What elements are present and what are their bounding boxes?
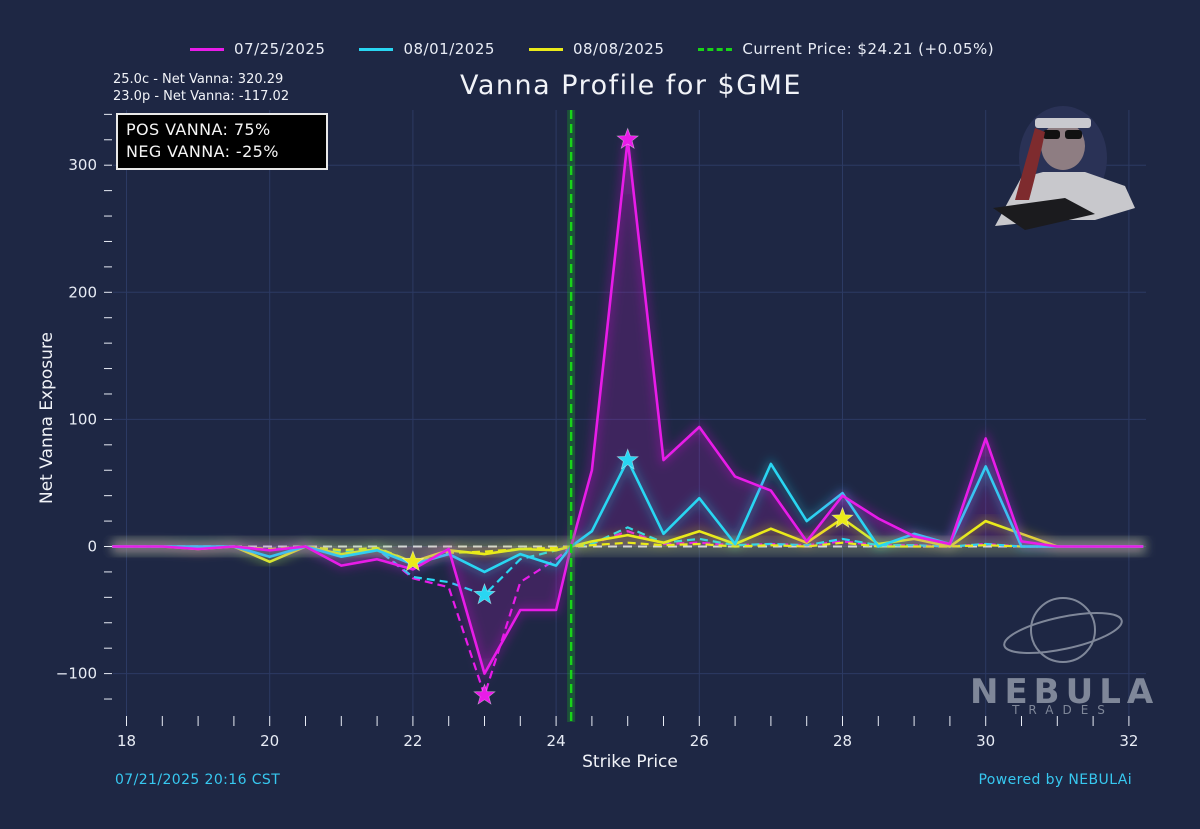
call-series-line	[112, 138, 1144, 675]
y-tick-label: 0	[87, 538, 97, 556]
x-tick-label: 30	[976, 732, 995, 750]
star-marker	[473, 683, 496, 705]
legend-label: Current Price: $24.21 (+0.05%)	[742, 40, 995, 58]
star-marker	[473, 582, 496, 605]
planet-icon	[1030, 597, 1096, 663]
x-tick-label: 20	[260, 732, 279, 750]
put-note: 23.0p - Net Vanna: -117.02	[113, 89, 290, 104]
timestamp: 07/21/2025 20:16 CST	[115, 772, 281, 788]
watermark-logo	[993, 106, 1135, 663]
x-tick-label: 22	[403, 732, 422, 750]
x-tick-label: 24	[547, 732, 566, 750]
legend-swatch	[698, 47, 733, 51]
call-series-line	[112, 458, 1144, 574]
call-note: 25.0c - Net Vanna: 320.29	[113, 72, 284, 87]
x-tick-label: 26	[690, 732, 709, 750]
star-marker	[401, 549, 425, 572]
legend-label: 07/25/2025	[234, 40, 326, 58]
call-series-line	[112, 517, 1144, 564]
brand-tagline: TRADES	[1012, 703, 1114, 717]
x-tick-label: 32	[1119, 732, 1138, 750]
neg-vanna: NEG VANNA: -25%	[126, 142, 279, 161]
powered-by: Powered by NEBULAi	[978, 772, 1132, 788]
legend-swatch	[359, 47, 394, 51]
y-tick-label: 200	[68, 283, 97, 301]
brand-name: NEBULA	[970, 672, 1160, 712]
legend-swatch	[528, 47, 563, 51]
star-marker	[616, 127, 640, 149]
legend: 07/25/2025 08/01/2025 08/08/2025 Current…	[190, 40, 994, 58]
y-tick-label: 100	[68, 410, 97, 428]
x-axis-label: Strike Price	[582, 752, 678, 772]
legend-item-0725[interactable]: 07/25/2025	[190, 40, 325, 58]
axis-ticks: 18 20 22 24 26 28 30 32 −100 0 100 200 300	[56, 113, 1138, 750]
star-marker	[831, 506, 854, 529]
chart-title: Vanna Profile for $GME	[460, 70, 802, 101]
x-tick-label: 18	[117, 732, 136, 750]
peak-star-markers	[401, 127, 854, 705]
top-strike-notes: 25.0c - Net Vanna: 320.29 23.0p - Net Va…	[113, 71, 289, 105]
legend-item-0808[interactable]: 08/08/2025	[528, 40, 665, 58]
y-tick-label: 300	[68, 156, 97, 174]
call-series-lines	[112, 138, 1144, 682]
legend-label: 08/08/2025	[572, 40, 665, 58]
vanna-stats-box: POS VANNA: 75% NEG VANNA: -25%	[116, 113, 328, 170]
series-fill	[112, 139, 1144, 674]
legend-swatch	[190, 47, 224, 51]
y-axis-label: Net Vanna Exposure	[37, 331, 57, 505]
y-tick-label: −100	[56, 665, 97, 683]
x-tick-label: 28	[833, 732, 852, 750]
legend-label: 08/01/2025	[403, 40, 495, 58]
legend-item-0801[interactable]: 08/01/2025	[359, 40, 494, 58]
avatar	[993, 106, 1135, 230]
star-marker	[616, 448, 640, 470]
pos-vanna: POS VANNA: 75%	[126, 120, 271, 139]
series-fills	[112, 139, 1144, 674]
planet-ring-icon	[1003, 611, 1123, 655]
legend-item-current-price[interactable]: Current Price: $24.21 (+0.05%)	[698, 40, 994, 58]
